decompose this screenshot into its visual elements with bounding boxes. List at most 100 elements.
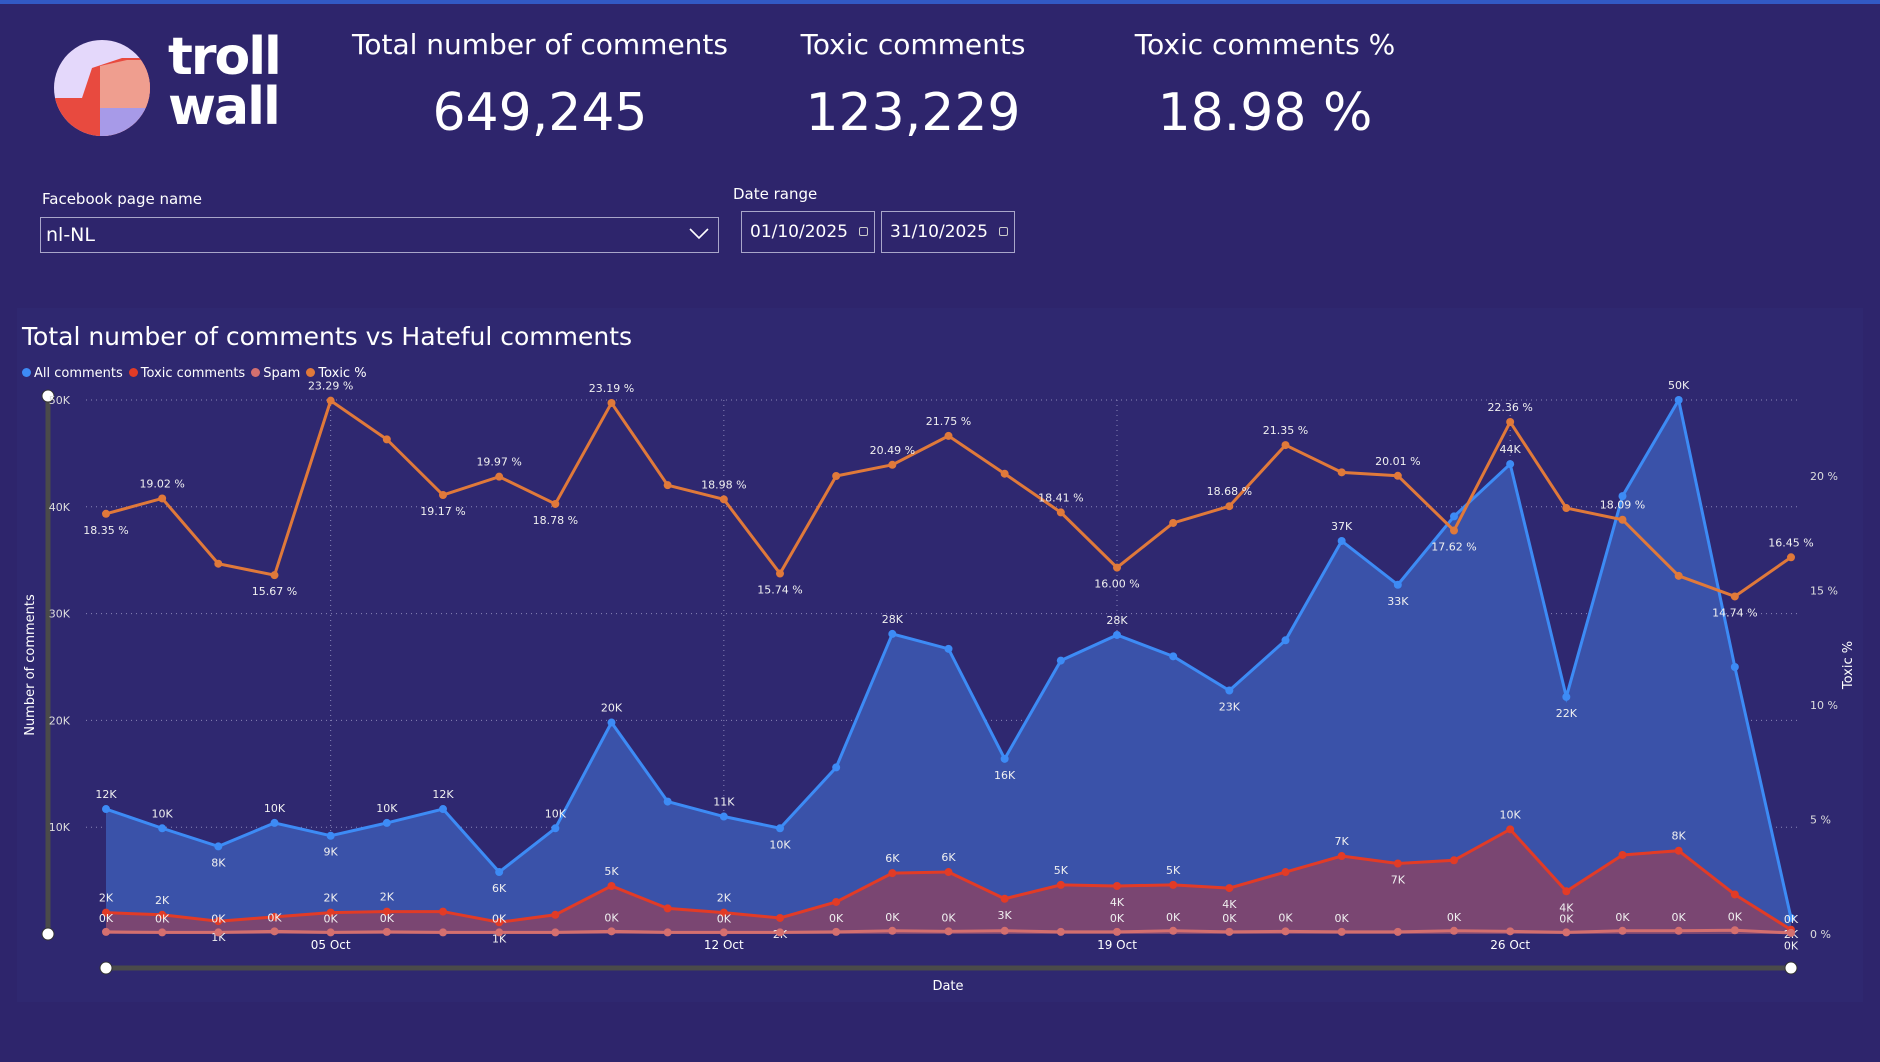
spam-point (102, 927, 110, 936)
toxic-percent-data-label: 18.09 % (1600, 499, 1645, 512)
all-comments-point (1113, 630, 1121, 639)
toxic-comments-data-label: 2K (324, 892, 339, 905)
toxic-percent-data-label: 18.35 % (83, 524, 128, 537)
toxic-percent-data-label: 18.41 % (1038, 491, 1083, 504)
legend-toxic-percent[interactable]: Toxic % (306, 366, 367, 381)
toxic-comments-point (944, 868, 953, 877)
spam-point (1618, 926, 1627, 935)
toxic-comments-point (1674, 846, 1683, 855)
toxic-percent-point (888, 460, 897, 469)
toxic-comments-point (1169, 880, 1178, 889)
spam-point (1337, 927, 1346, 936)
y-axis-title: Number of comments (23, 594, 38, 736)
toxic-percent-point (832, 472, 841, 480)
y2-tick-label: 0 % (1810, 928, 1831, 941)
toxic-comments-data-label: 7K (1391, 874, 1406, 887)
spam-data-label: 0K (1447, 911, 1462, 924)
toxic-comments-point (888, 869, 897, 878)
all-comments-point (607, 718, 616, 727)
spam-data-label: 0K (604, 911, 619, 924)
spam-data-label: 0K (941, 911, 956, 924)
toxic-comments-data-label: 5K (604, 865, 619, 878)
all-comments-point (1450, 512, 1458, 521)
spam-point (719, 928, 728, 937)
toxic-comments-point (1000, 894, 1009, 903)
calendar-icon[interactable] (859, 227, 868, 236)
all-comments-point (270, 818, 279, 827)
all-comments-data-label: 8K (211, 856, 226, 869)
y-tick-label: 20K (49, 714, 71, 727)
toxic-comments-point (1281, 868, 1290, 877)
x-slider-handle-right[interactable] (1784, 961, 1798, 975)
all-comments-point (1056, 656, 1065, 665)
toxic-percent-line (105, 398, 1792, 599)
legend-toxic-comments[interactable]: Toxic comments (128, 366, 245, 381)
spam-point (270, 927, 279, 936)
all-comments-point (888, 629, 897, 638)
x-axis-title: Date (932, 979, 963, 994)
x-slider-handle-left[interactable] (99, 961, 113, 975)
y2-tick-label: 10 % (1810, 699, 1838, 712)
all-comments-point (1169, 652, 1178, 661)
all-comments-point (326, 831, 335, 840)
facebook-page-dropdown[interactable]: nl-NL (40, 217, 719, 253)
toxic-percent-data-label: 15.74 % (757, 584, 802, 597)
legend-all-comments[interactable]: All comments (22, 366, 123, 381)
toxic-percent-point (1618, 515, 1627, 524)
all-comments-data-label: 10K (769, 838, 791, 851)
toxic-percent-data-label: 19.02 % (139, 477, 184, 490)
y2-tick-label: 20 % (1810, 470, 1838, 483)
spam-point (158, 928, 167, 937)
all-comments-data-label: 23K (1219, 700, 1241, 713)
toxic-comments-data-label: 5K (1054, 864, 1069, 877)
spam-point (495, 928, 504, 937)
date-from-value: 01/10/2025 (750, 222, 848, 242)
legend-spam[interactable]: Spam (251, 366, 300, 381)
all-comments-point (1000, 754, 1009, 763)
date-from-input[interactable]: 01/10/2025 (741, 211, 875, 253)
kpi-title: Toxic comments % (1134, 28, 1396, 61)
y-slider-handle-bottom[interactable] (41, 927, 55, 941)
toxic-comments-point (1337, 852, 1346, 861)
toxic-comments-point (551, 910, 560, 919)
x-tick-label: 05 Oct (311, 938, 351, 952)
spam-point (1000, 926, 1009, 935)
all-comments-data-label: 22K (1556, 707, 1578, 720)
toxic-comments-point (326, 908, 335, 917)
all-comments-point (439, 805, 447, 814)
toxic-percent-point (270, 571, 279, 580)
spam-point (1787, 928, 1795, 937)
spam-point (1393, 927, 1402, 936)
toxic-comments-point (270, 912, 279, 921)
x-tick-label: 26 Oct (1490, 938, 1530, 952)
y2-tick-label: 15 % (1810, 585, 1838, 598)
all-comments-data-label: 11K (713, 796, 735, 809)
toxic-percent-data-label: 15.67 % (252, 585, 297, 598)
spam-point (1450, 926, 1458, 935)
spam-data-label: 0K (492, 912, 507, 925)
all-comments-data-label: 6K (492, 882, 507, 895)
toxic-comments-point (1225, 884, 1234, 893)
y-slider-handle-top[interactable] (41, 389, 55, 403)
toxic-percent-data-label: 16.00 % (1094, 578, 1139, 591)
kpi-toxic-percent: Toxic comments % 18.98 % (1055, 28, 1475, 143)
all-comments-area (106, 400, 1791, 934)
spam-point (439, 928, 447, 937)
y2-tick-label: 5 % (1810, 814, 1831, 827)
date-to-input[interactable]: 31/10/2025 (881, 211, 1015, 253)
spam-data-label: 0K (1278, 911, 1293, 924)
kpi-value: 123,229 (805, 83, 1021, 143)
logo-text: troll wall (168, 27, 282, 137)
all-comments-data-label: 33K (1387, 595, 1409, 608)
toxic-percent-point (1056, 508, 1065, 517)
toxic-comments-point (1113, 881, 1121, 890)
toxic-percent-data-label: 22.36 % (1487, 401, 1532, 414)
toxic-percent-point (719, 495, 728, 504)
calendar-icon[interactable] (999, 227, 1008, 236)
all-comments-point (551, 824, 560, 833)
kpi-title: Total number of comments (352, 28, 728, 61)
all-comments-point (1393, 580, 1402, 589)
y2-axis-title: Toxic % (1841, 641, 1856, 690)
all-comments-point (1562, 692, 1571, 701)
all-comments-point (214, 842, 223, 851)
